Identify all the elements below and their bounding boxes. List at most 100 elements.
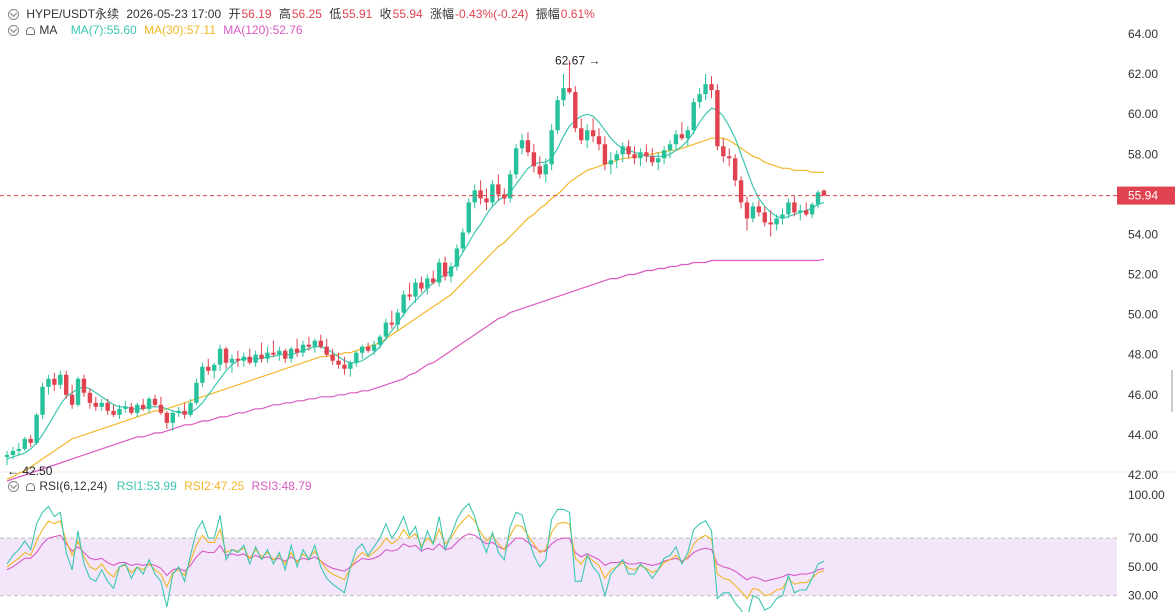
ma-alert-bell-icon[interactable] xyxy=(26,27,36,35)
candle xyxy=(401,290,406,317)
candle xyxy=(537,156,542,179)
candle xyxy=(555,96,560,135)
candle-body xyxy=(573,92,578,129)
candle-body xyxy=(442,262,448,277)
candle-body xyxy=(804,210,809,215)
candle xyxy=(650,148,655,167)
candle xyxy=(69,384,75,409)
rsi-collapse-icon[interactable] xyxy=(8,481,19,492)
candle-body xyxy=(679,134,685,139)
candle-body xyxy=(395,312,400,325)
candle xyxy=(661,146,667,165)
candle-body xyxy=(146,398,152,409)
candle-body xyxy=(478,190,483,199)
candle-body xyxy=(768,222,773,225)
candle-body xyxy=(567,88,572,93)
candle xyxy=(342,356,347,375)
candle-body xyxy=(140,404,146,409)
candle xyxy=(75,376,81,407)
candle-body xyxy=(691,102,696,131)
ma120-legend: MA(120):52.76 xyxy=(223,23,303,37)
candle-body xyxy=(22,438,27,449)
candle-body xyxy=(212,364,217,371)
rsi3-line xyxy=(6,533,825,582)
candle xyxy=(502,188,507,205)
rsi-indicator-label[interactable]: RSI(6,12,24) xyxy=(39,479,108,493)
candle-body xyxy=(117,408,122,415)
candle-body xyxy=(229,358,235,363)
candle xyxy=(750,202,756,223)
candle xyxy=(425,274,430,295)
ma-collapse-icon[interactable] xyxy=(8,25,19,36)
candle-body xyxy=(750,206,756,219)
candle-body xyxy=(561,88,566,101)
candle xyxy=(200,362,205,387)
candle-body xyxy=(792,202,797,213)
collapse-toggle-icon[interactable] xyxy=(8,9,19,20)
ma30-legend: MA(30):57.11 xyxy=(144,23,216,37)
candle xyxy=(448,262,454,283)
candle-body xyxy=(330,354,335,361)
candle-body xyxy=(223,348,229,363)
close-value: 55.94 xyxy=(392,7,423,21)
candle-body xyxy=(484,198,489,203)
price-axis-tick: 42.00 xyxy=(1128,468,1158,482)
candle xyxy=(614,150,619,169)
candle xyxy=(436,258,442,287)
candle-body xyxy=(348,362,353,369)
high-annotation: 62.67 → xyxy=(555,54,600,68)
candle-body xyxy=(46,378,51,387)
candle-body xyxy=(241,356,246,361)
amplitude-value: 0.61% xyxy=(560,7,595,21)
price-axis-tick: 50.00 xyxy=(1128,308,1158,322)
candle-body xyxy=(466,202,471,233)
candle xyxy=(809,202,815,219)
candle-body xyxy=(318,340,323,347)
candle xyxy=(460,228,466,253)
candle-body xyxy=(389,322,394,325)
candle xyxy=(146,396,152,413)
candle-body xyxy=(52,378,57,385)
candle-body xyxy=(472,190,477,203)
ma30-line xyxy=(6,137,824,480)
candle-body xyxy=(87,392,93,403)
ma-indicator-label[interactable]: MA xyxy=(39,23,58,37)
candle-body xyxy=(721,146,726,157)
candle-body xyxy=(383,322,389,337)
candle xyxy=(786,198,791,219)
candle-body xyxy=(93,402,98,407)
candle xyxy=(336,352,341,369)
symbol-label[interactable]: HYPE/USDT永续 xyxy=(26,7,120,21)
candle xyxy=(360,344,365,359)
rsi-legend: RSI(6,12,24) RSI1:53.99 RSI2:47.25 RSI3:… xyxy=(8,479,316,493)
candle xyxy=(330,348,335,365)
price-axis-tick: 58.00 xyxy=(1128,147,1158,161)
candle-body xyxy=(407,294,412,297)
candle-body xyxy=(235,358,241,361)
candle-body xyxy=(182,410,187,415)
candle xyxy=(632,146,637,165)
candle-body xyxy=(732,158,738,181)
candle-body xyxy=(798,210,803,213)
candle xyxy=(253,350,258,367)
candle xyxy=(58,370,63,389)
candle xyxy=(590,118,596,143)
candle xyxy=(105,398,110,415)
candle xyxy=(265,346,270,363)
candle xyxy=(472,184,477,209)
candle xyxy=(16,442,22,455)
candle xyxy=(419,276,424,293)
candle-body xyxy=(555,100,560,131)
candle xyxy=(792,196,797,217)
candle-body xyxy=(608,160,614,165)
candle xyxy=(727,148,732,167)
rsi-alert-bell-icon[interactable] xyxy=(26,483,36,491)
candle xyxy=(804,202,809,217)
candle-body xyxy=(502,194,507,199)
candle xyxy=(135,402,140,417)
candle xyxy=(81,374,87,397)
candle-body xyxy=(448,266,454,277)
candle-body xyxy=(614,154,619,161)
candle xyxy=(188,398,193,417)
